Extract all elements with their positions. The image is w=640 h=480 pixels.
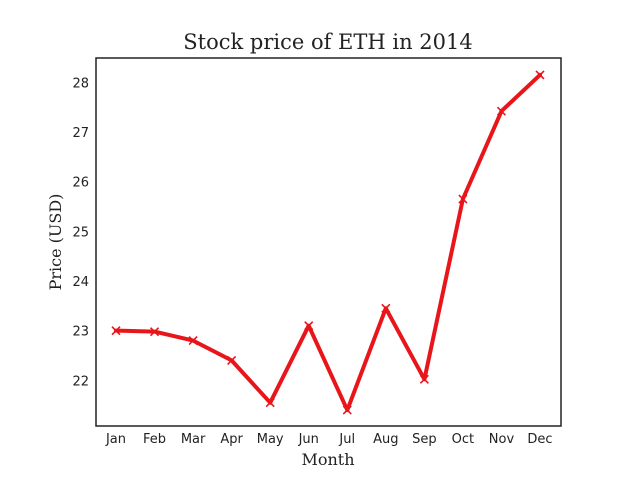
data-point-marker	[419, 374, 429, 384]
x-tick-label: Apr	[220, 432, 243, 447]
x-tick-label: Oct	[452, 432, 474, 447]
data-point-marker	[496, 106, 507, 116]
y-tick-label: 24	[72, 275, 89, 290]
y-axis-label: Price (USD)	[46, 194, 65, 291]
data-point-marker	[342, 405, 352, 415]
x-tick-label: Dec	[527, 432, 552, 447]
series-line	[114, 72, 542, 413]
y-tick-label: 22	[72, 374, 89, 389]
x-tick-label: Mar	[181, 432, 206, 447]
x-tick-label: May	[257, 432, 284, 447]
plot-frame	[95, 57, 562, 427]
data-point-marker	[381, 303, 391, 313]
y-tick-label: 25	[72, 225, 89, 240]
series-layer	[111, 70, 545, 415]
x-tick-label: Aug	[373, 432, 398, 447]
y-tick-label: 28	[72, 76, 89, 91]
x-tick-label: Jan	[105, 432, 126, 447]
x-axis: Jan Feb Mar Apr May Jun Jul Aug Sep Oct Nov Dec	[105, 432, 553, 447]
data-point-marker	[149, 327, 160, 337]
x-axis-label: Month	[301, 450, 354, 469]
data-point-marker	[188, 336, 198, 346]
x-tick-label: Jul	[338, 432, 355, 447]
data-point-marker	[458, 194, 468, 204]
x-tick-label: Sep	[412, 432, 437, 447]
data-point-marker	[304, 321, 314, 331]
x-tick-label: Nov	[489, 432, 515, 447]
data-point-marker	[535, 70, 545, 80]
data-point-marker	[227, 355, 237, 366]
data-point-marker	[111, 326, 121, 336]
y-tick-label: 26	[72, 176, 89, 191]
x-tick-label: Feb	[143, 432, 166, 447]
data-point-marker	[265, 398, 275, 408]
x-tick-label: Jun	[298, 432, 319, 447]
chart-title: Stock price of ETH in 2014	[183, 30, 472, 54]
y-axis: 22 23 24 25 26 27 28	[72, 76, 89, 389]
y-tick-label: 27	[72, 126, 89, 141]
y-tick-label: 23	[72, 325, 89, 340]
